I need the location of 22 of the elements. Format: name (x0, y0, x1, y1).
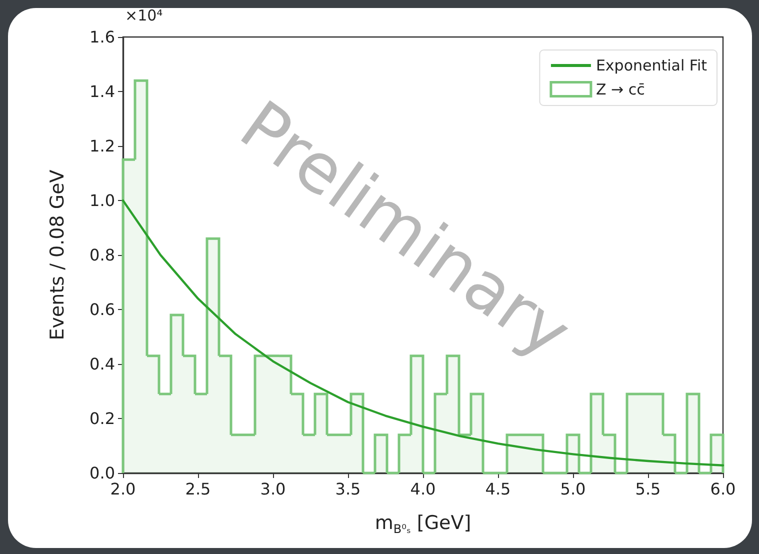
y-tick-label: 0.2 (90, 409, 115, 428)
y-tick-label: 0.4 (90, 354, 115, 374)
x-tick-label: 3.5 (335, 480, 361, 498)
y-tick-label: 1.2 (90, 136, 115, 156)
text: ×10⁴ (125, 6, 163, 24)
x-tick-label: 5.0 (560, 480, 586, 498)
legend-label: Z → cc̄ (596, 80, 645, 98)
y-tick-label: 1.0 (90, 191, 115, 210)
y-tick-label: 0.0 (90, 464, 115, 482)
x-tick-label: 4.0 (410, 480, 436, 498)
x-tick-label: 5.5 (635, 480, 661, 498)
x-tick-label: 2.5 (185, 480, 211, 498)
x-tick-label: 2.0 (110, 480, 136, 498)
y-tick-label: 0.8 (90, 246, 115, 264)
x-tick-label: 3.0 (260, 480, 286, 498)
y-tick-label: 0.6 (90, 300, 115, 319)
legend-label: Exponential Fit (596, 56, 708, 74)
y-axis-title: Events / 0.08 GeV (46, 170, 68, 340)
y-tick-label: 1.4 (90, 82, 115, 101)
x-tick-label: 4.5 (485, 480, 511, 498)
x-tick-label: 6.0 (710, 480, 736, 498)
y-tick-label: 1.6 (90, 28, 115, 46)
